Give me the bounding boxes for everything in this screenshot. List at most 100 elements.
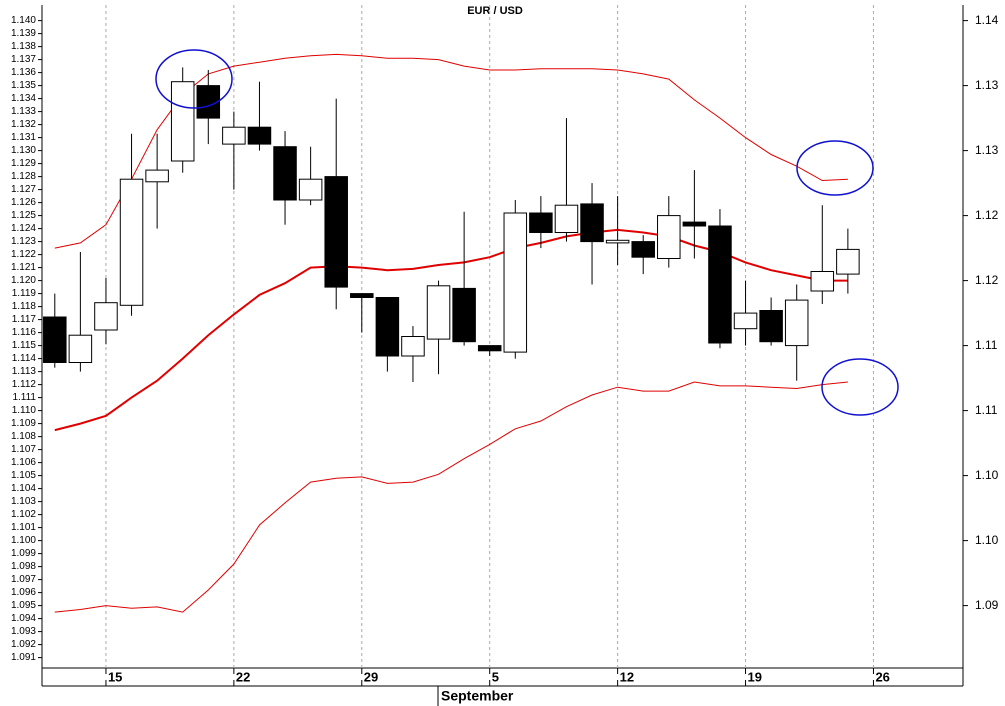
y-tick-label: 1.114 bbox=[12, 353, 37, 364]
y-tick-label: 1.133 bbox=[11, 106, 36, 117]
candle-body bbox=[94, 302, 118, 331]
y-tick-label: 1.129 bbox=[11, 158, 36, 169]
band-line bbox=[54, 381, 848, 613]
y-tick-label: 1.138 bbox=[11, 41, 36, 52]
candle-body bbox=[247, 126, 272, 145]
candle-body bbox=[452, 287, 476, 343]
y-tick-label: 1.137 bbox=[11, 54, 36, 65]
highlight-circle bbox=[796, 140, 874, 196]
candle-body bbox=[836, 248, 860, 275]
candle-body bbox=[733, 312, 758, 330]
candle-body bbox=[145, 169, 169, 183]
y2-tick-label: 1.13 bbox=[975, 143, 999, 157]
y-tick-label: 1.095 bbox=[11, 600, 36, 611]
y-tick-label: 1.134 bbox=[11, 93, 36, 104]
candle-body bbox=[119, 178, 144, 306]
y-tick-label: 1.091 bbox=[11, 652, 36, 663]
y-tick-label: 1.101 bbox=[11, 522, 36, 533]
y-tick-label: 1.130 bbox=[11, 145, 36, 156]
candle-body bbox=[631, 241, 655, 258]
candle-body bbox=[170, 81, 195, 162]
y2-tick-label: 1.10 bbox=[975, 533, 999, 547]
candle-body bbox=[350, 293, 374, 299]
y-tick-label: 1.123 bbox=[11, 236, 36, 247]
candle-body bbox=[580, 203, 604, 243]
x-tick-label: 5 bbox=[492, 669, 499, 684]
y-tick-label: 1.094 bbox=[11, 613, 36, 624]
candle-body bbox=[273, 146, 297, 201]
y2-tick-label: 1.12 bbox=[975, 273, 999, 287]
candle-body bbox=[43, 316, 67, 363]
highlight-circle bbox=[821, 358, 899, 416]
y-tick-label: 1.111 bbox=[12, 392, 36, 403]
chart-title: EUR / USD bbox=[467, 5, 523, 17]
y-tick-label: 1.120 bbox=[11, 275, 36, 286]
y2-tick-label: 1.12 bbox=[975, 208, 999, 222]
y-tick-label: 1.092 bbox=[11, 639, 36, 650]
y-tick-label: 1.107 bbox=[11, 444, 36, 455]
x-tick-label: 26 bbox=[875, 669, 889, 684]
y-tick-label: 1.110 bbox=[12, 405, 37, 416]
candle-body bbox=[477, 345, 502, 352]
x-axis-label: September bbox=[441, 688, 514, 704]
y-tick-label: 1.099 bbox=[11, 548, 36, 559]
y-tick-label: 1.100 bbox=[11, 535, 36, 546]
candle-body bbox=[554, 204, 579, 233]
candle-body bbox=[682, 221, 707, 227]
y-tick-label: 1.118 bbox=[12, 301, 37, 312]
y-tick-label: 1.136 bbox=[11, 67, 36, 78]
x-tick-label: 19 bbox=[748, 669, 762, 684]
y2-tick-label: 1.09 bbox=[975, 598, 999, 612]
y-tick-label: 1.126 bbox=[11, 197, 36, 208]
y-tick-label: 1.135 bbox=[11, 80, 36, 91]
candle-body bbox=[298, 178, 323, 201]
candle-body bbox=[503, 212, 528, 353]
y-tick-label: 1.132 bbox=[11, 119, 36, 130]
y-tick-label: 1.127 bbox=[11, 184, 36, 195]
candle-body bbox=[708, 225, 732, 344]
y-tick-label: 1.108 bbox=[11, 431, 36, 442]
candle-body bbox=[529, 212, 553, 233]
y-tick-label: 1.106 bbox=[11, 457, 36, 468]
y-tick-label: 1.104 bbox=[11, 483, 36, 494]
candle-body bbox=[68, 334, 93, 364]
y2-tick-label: 1.13 bbox=[975, 78, 999, 92]
y-tick-label: 1.103 bbox=[11, 496, 36, 507]
y-tick-label: 1.125 bbox=[11, 210, 36, 221]
y-tick-label: 1.119 bbox=[12, 288, 37, 299]
y-tick-label: 1.112 bbox=[12, 379, 37, 390]
y-tick-label: 1.117 bbox=[12, 314, 37, 325]
candle-body bbox=[657, 215, 681, 260]
candle-body bbox=[401, 336, 425, 357]
y-tick-label: 1.139 bbox=[11, 28, 36, 39]
y-tick-label: 1.098 bbox=[11, 561, 36, 572]
y-tick-label: 1.128 bbox=[11, 171, 36, 182]
candle-body bbox=[426, 285, 451, 340]
candle-body bbox=[605, 239, 630, 244]
candle-body bbox=[196, 85, 221, 119]
candle-body bbox=[810, 271, 835, 292]
candle-body bbox=[222, 126, 246, 145]
y-tick-label: 1.096 bbox=[11, 587, 36, 598]
x-tick-label: 29 bbox=[364, 669, 378, 684]
y2-tick-label: 1.10 bbox=[975, 468, 999, 482]
y-tick-label: 1.105 bbox=[11, 470, 36, 481]
y-tick-label: 1.115 bbox=[12, 340, 37, 351]
x-tick-label: 15 bbox=[108, 669, 122, 684]
y-tick-label: 1.124 bbox=[11, 223, 36, 234]
y-tick-label: 1.121 bbox=[11, 262, 36, 273]
y-tick-label: 1.122 bbox=[11, 249, 36, 260]
y-tick-label: 1.116 bbox=[12, 327, 37, 338]
candle-body bbox=[784, 299, 809, 347]
y-tick-label: 1.131 bbox=[11, 132, 36, 143]
highlight-circle bbox=[155, 49, 233, 109]
y-tick-label: 1.097 bbox=[11, 574, 36, 585]
y2-tick-label: 1.11 bbox=[975, 338, 998, 352]
y2-tick-label: 1.14 bbox=[975, 13, 999, 27]
y-tick-label: 1.140 bbox=[11, 15, 36, 26]
candle-body bbox=[324, 176, 348, 288]
y-tick-label: 1.109 bbox=[11, 418, 36, 429]
y-tick-label: 1.093 bbox=[11, 626, 36, 637]
